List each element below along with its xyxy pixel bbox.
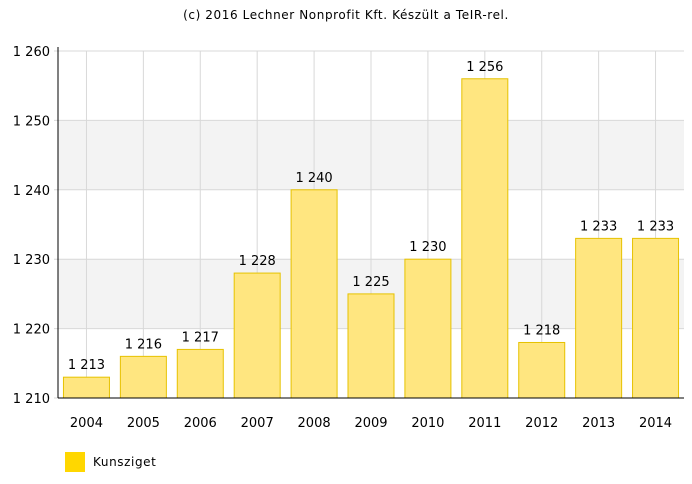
x-tick-label: 2009 [354,416,387,431]
bar-value-label: 1 225 [352,275,389,290]
bars: 1 213 1 216 1 217 1 228 1 240 1 225 1 230 1 256… [62,60,680,399]
x-tick-label: 2006 [184,416,217,431]
bar [119,355,167,399]
bar [62,376,110,399]
x-tick-label: 2007 [241,416,274,431]
bar-value-label: 1 256 [466,60,503,75]
bar-value-label: 1 216 [125,337,162,352]
bar [233,272,281,399]
bar [518,341,566,399]
x-tick-label: 2011 [468,416,501,431]
bar-value-label: 1 233 [637,219,674,234]
x-axis: 2004 2005 2006 2007 2008 2009 2010 2011 2012 2013… [58,397,684,431]
x-tick-label: 2005 [127,416,160,431]
bar [347,293,395,399]
y-tick-label: 1 220 [13,323,50,338]
x-tick-label: 2014 [639,416,672,431]
x-tick-label: 2008 [298,416,331,431]
x-tick-label: 2013 [582,416,615,431]
y-tick-label: 1 230 [13,253,50,268]
y-tick-label: 1 260 [13,45,50,60]
legend-swatch [65,452,85,472]
legend-label: Kunsziget [93,455,157,469]
x-tick-label: 2010 [411,416,444,431]
bar [290,189,338,399]
bar-value-label: 1 228 [239,254,276,269]
y-axis: 1 210 1 220 1 230 1 240 1 250 1 260 [13,45,59,407]
y-tick-label: 1 250 [13,114,50,129]
bar-value-label: 1 213 [68,358,105,373]
bar [575,237,623,399]
y-tick-label: 1 210 [13,392,50,407]
bar-value-label: 1 240 [295,171,332,186]
x-tick-label: 2012 [525,416,558,431]
bar [404,258,452,399]
chart-credit: (c) 2016 Lechner Nonprofit Kft. Készült … [183,8,509,22]
bar-value-label: 1 218 [523,323,560,338]
bar-value-label: 1 230 [409,240,446,255]
y-tick-label: 1 240 [13,184,50,199]
x-tick-label: 2004 [70,416,103,431]
legend: Kunsziget [65,452,156,472]
bar-value-label: 1 233 [580,219,617,234]
bar [176,348,224,399]
bar [632,237,680,399]
bar [461,78,509,399]
bar-value-label: 1 217 [182,330,219,345]
